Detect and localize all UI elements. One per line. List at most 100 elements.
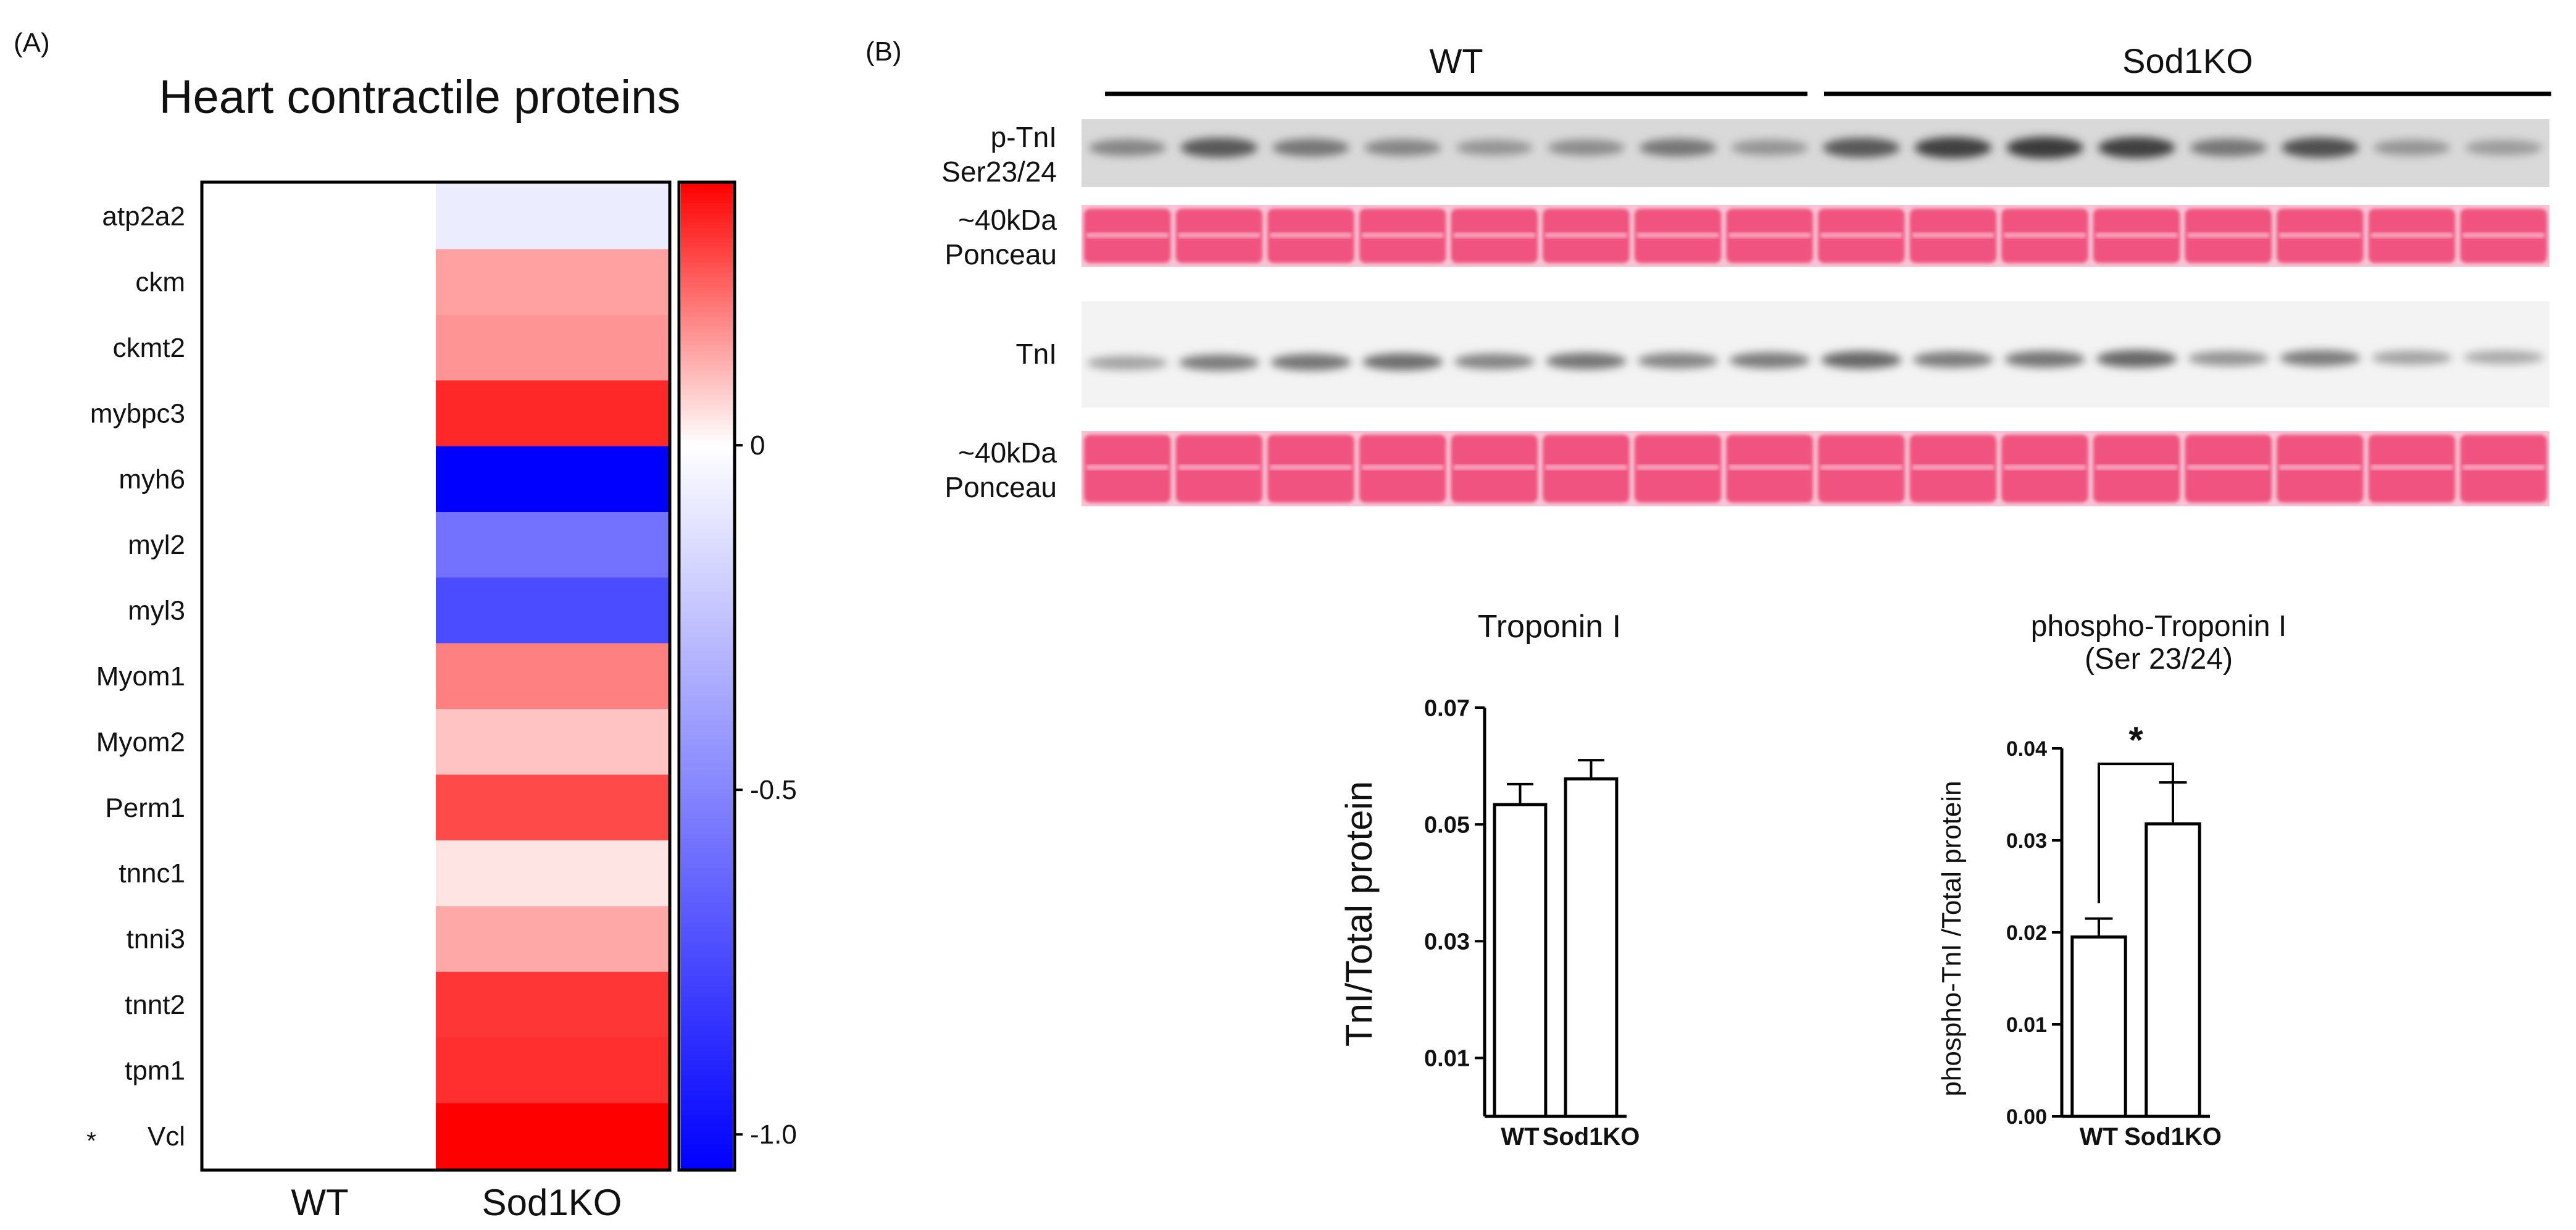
colorbar-segment [681,1070,733,1076]
heatmap-cell [204,906,436,973]
colorbar-segment [681,597,733,603]
colorbar-segment [681,740,733,746]
blot-strip-label: TnI [1016,338,1057,370]
blot-strip-label: ~40kDa [958,204,1057,236]
colorbar-segment [681,227,733,233]
colorbar-segment [681,469,733,475]
y-tick-label: 0.03 [2006,829,2047,853]
colorbar-segment [681,661,733,667]
colorbar-segment [681,587,733,593]
y-tick-label: 0.07 [1424,695,1470,721]
blot-band [2006,136,2083,159]
colorbar-segment [681,193,733,199]
colorbar-segment [681,439,733,445]
ponceau-lane-band [2279,464,2361,470]
heatmap-cell [436,774,669,841]
colorbar-segment [681,676,733,682]
bar [2070,935,2127,1118]
colorbar-segment [681,1139,733,1145]
colorbar-segment [681,627,733,632]
colorbar-segment [681,956,733,963]
colorbar-segment [681,232,733,238]
ponceau-lane-band [1820,233,1903,238]
heatmap-cell [436,577,669,644]
heatmap-cell [204,380,436,447]
heatmap-row-label: Perm1 [105,793,185,823]
heatmap-row-label: myl3 [128,596,185,626]
blot-band [1637,353,1719,369]
colorbar-segment [681,1065,733,1071]
ponceau-lane-band [1912,233,1995,238]
blot-band [1178,354,1260,371]
colorbar-segment [681,395,733,401]
blot-strip-label: Ser23/24 [941,156,1057,188]
colorbar-segment [681,548,733,554]
colorbar-segment [681,321,733,327]
colorbar-segment [681,385,733,391]
blot-band [1362,353,1443,370]
heatmap-column-label: WT [291,1182,348,1223]
colorbar-segment [681,430,733,435]
colorbar-segment [681,341,733,347]
ponceau-lane-band [1728,233,1811,238]
blot-band [2280,349,2361,367]
blot-band [1639,138,1717,157]
heatmap-cell [436,840,669,906]
colorbar-segment [681,937,733,943]
blot-band [2096,349,2177,368]
heatmap-row-label: tpm1 [125,1055,185,1086]
colorbar-segment [681,498,733,504]
colorbar-segment [681,301,733,308]
colorbar-segment [681,705,733,711]
colorbar-segment [681,908,733,913]
colorbar-segment [681,356,733,362]
colorbar-segment [681,410,733,416]
colorbar-tick-label: -1.0 [750,1119,797,1150]
ponceau-lane-band [1361,233,1444,238]
heatmap-border [200,180,672,1172]
colorbar-segment [681,400,733,406]
colorbar-segment [681,553,733,559]
heatmap-cell [436,249,669,316]
colorbar-segment [681,966,733,973]
colorbar-segment [681,607,733,613]
heatmap-cell [436,906,669,973]
ponceau-lane-band [1545,464,1627,470]
heatmap-column-label: Sod1KO [482,1182,622,1223]
heatmap-cell [204,709,436,776]
blot-strip-label: p-TnI [991,121,1057,153]
colorbar-segment [681,646,733,652]
heatmap-row-label: myh6 [119,464,185,495]
colorbar-segment [681,1095,733,1101]
colorbar-segment [681,715,733,721]
colorbar-segment [681,296,733,303]
colorbar-segment [681,479,733,485]
colorbar-segment [681,922,733,928]
heatmap-cell [204,446,436,512]
colorbar-segment [681,927,733,933]
colorbar-segment [681,572,733,579]
colorbar-segment [681,1075,733,1081]
colorbar-segment [681,873,733,879]
heatmap-cell [436,1103,669,1169]
colorbar-segment [681,1124,733,1130]
blot-band [1272,138,1349,157]
blot-band [2004,351,2085,368]
colorbar-segment [681,247,733,253]
colorbar-segment [681,671,733,677]
heatmap-cell [204,1103,436,1169]
colorbar-segment [681,642,733,647]
heatmap-row-label: ckm [135,267,185,298]
blot-band [2373,140,2451,156]
colorbar-segment [681,1085,733,1091]
blot-strip [1082,205,2549,267]
blot-band [1454,353,1535,370]
y-tick-label: 0.05 [1424,812,1470,838]
heatmap-cell [436,183,669,249]
heatmap-title: Heart contractile proteins [159,71,681,123]
heatmap-row-label: Vcl [148,1121,185,1152]
colorbar-segment [681,809,733,815]
colorbar-segment [681,700,733,706]
colorbar-segment [681,1011,733,1017]
colorbar-segment [681,1021,733,1027]
